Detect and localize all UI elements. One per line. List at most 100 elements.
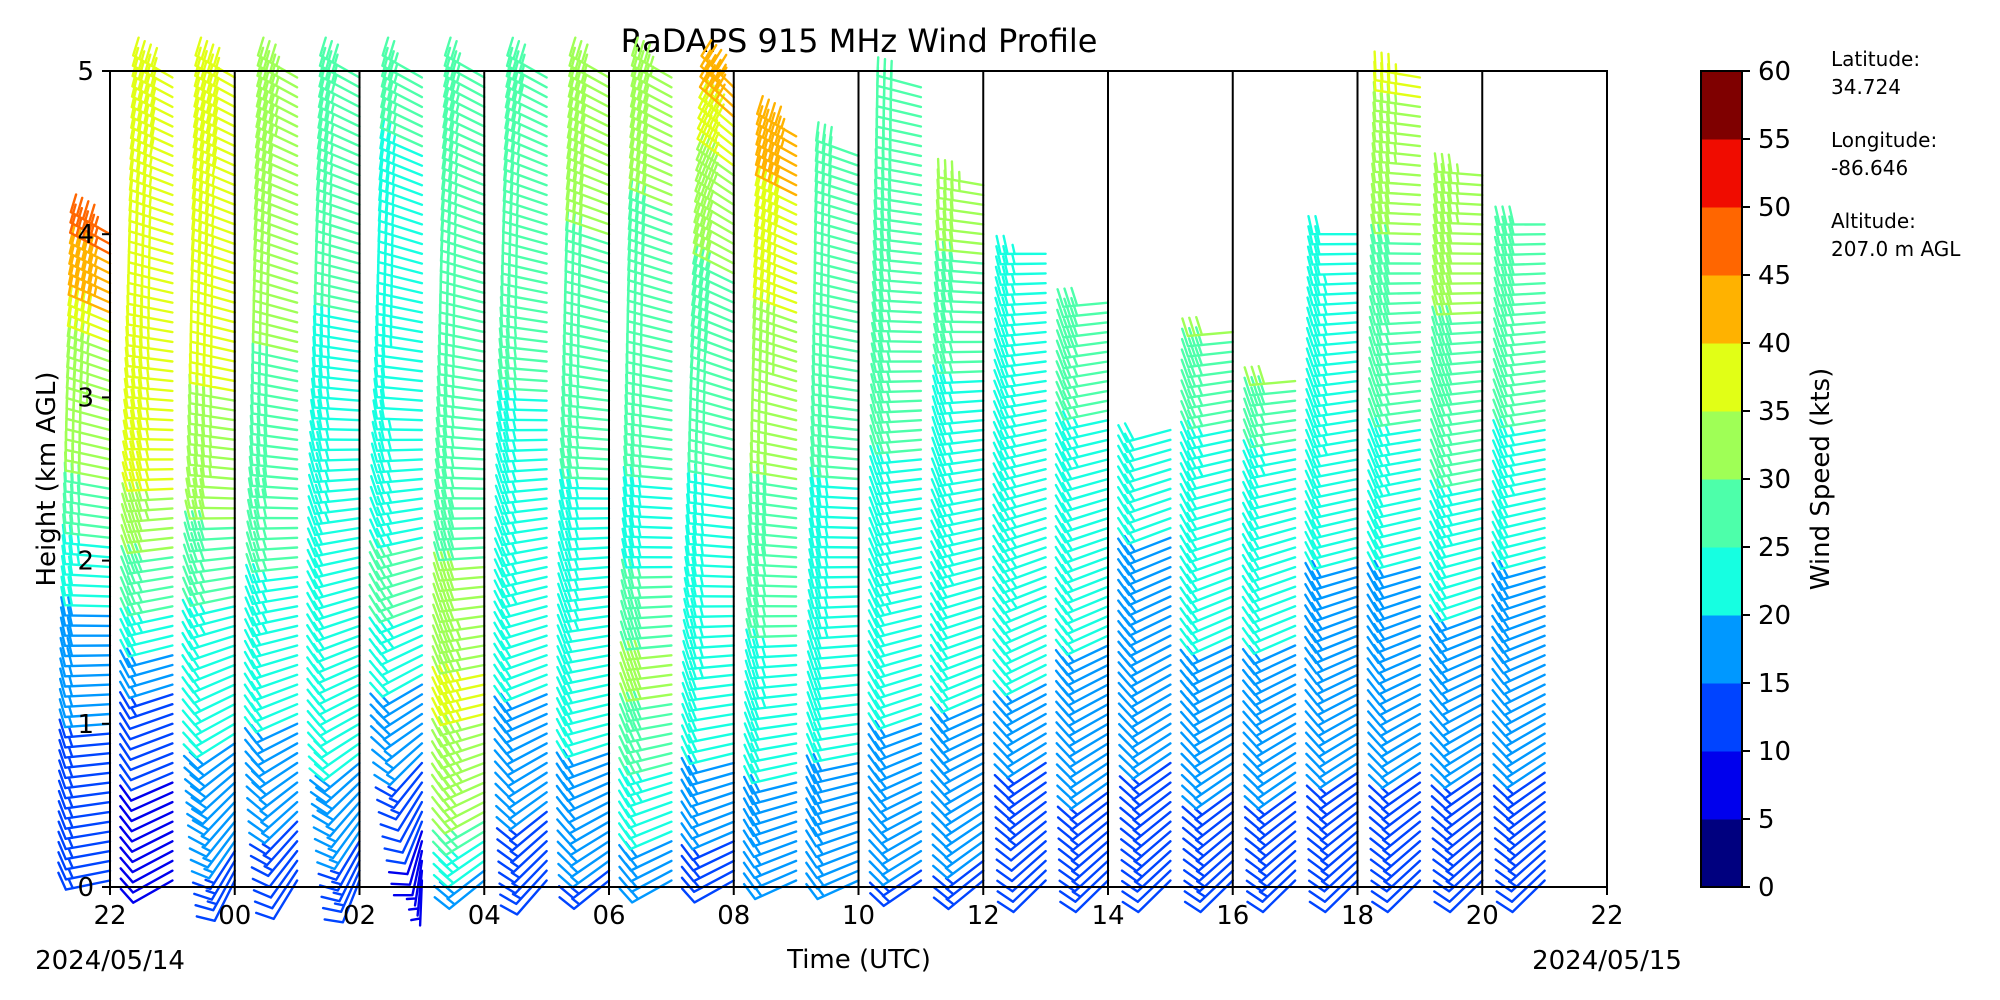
- end-date-label: 2024/05/15: [1532, 946, 1682, 976]
- wind-barb: [992, 553, 1047, 574]
- wind-barb: [1244, 820, 1297, 852]
- wind-barb: [868, 830, 923, 856]
- wind-barb: [993, 742, 1047, 769]
- wind-barb: [1304, 663, 1359, 685]
- wind-barb: [314, 273, 361, 304]
- wind-barb: [308, 462, 361, 484]
- wind-barb: [495, 791, 548, 820]
- wind-barb: [311, 791, 361, 827]
- wind-barb: [935, 199, 985, 226]
- wind-barb: [618, 744, 673, 765]
- wind-barb: [187, 810, 236, 847]
- wind-barb: [746, 555, 798, 579]
- wind-barb: [1366, 693, 1422, 717]
- wind-barb: [1117, 673, 1172, 698]
- wind-barb: [1306, 306, 1359, 327]
- wind-barb: [748, 493, 798, 520]
- wind-barb: [557, 540, 611, 562]
- wind-barb: [494, 761, 548, 788]
- wind-barb: [432, 849, 486, 878]
- wind-barb: [119, 701, 174, 720]
- wind-barb: [809, 497, 860, 520]
- wind-barb: [685, 524, 735, 549]
- wind-barb: [309, 420, 361, 441]
- wind-barb: [497, 358, 548, 383]
- wind-barb: [1304, 703, 1359, 727]
- wind-barb: [248, 445, 299, 471]
- wind-barb: [407, 869, 424, 917]
- wind-barb: [1056, 317, 1110, 339]
- wind-barb: [69, 193, 112, 236]
- wind-barb: [390, 840, 424, 886]
- wind-barb: [306, 547, 361, 568]
- wind-barb: [435, 406, 486, 432]
- wind-barb: [1368, 771, 1422, 800]
- wind-barb: [1121, 879, 1172, 914]
- wind-barb: [870, 372, 923, 394]
- wind-barb: [686, 493, 735, 520]
- wind-barb: [57, 830, 112, 851]
- wind-barb: [376, 771, 424, 810]
- wind-barb: [748, 503, 798, 530]
- wind-barb: [125, 325, 174, 353]
- wind-barb: [681, 722, 735, 744]
- wind-barb: [493, 567, 548, 588]
- wind-barb: [684, 556, 735, 579]
- wind-barb: [931, 425, 985, 447]
- wind-barb: [992, 450, 1047, 471]
- wind-barb: [250, 840, 299, 878]
- colorbar-segment: [1701, 819, 1742, 888]
- wind-barb: [995, 255, 1047, 276]
- wind-barb: [1055, 752, 1110, 779]
- y-tick-label: 3: [77, 383, 94, 413]
- wind-barb: [931, 415, 985, 436]
- wind-barb: [870, 342, 923, 363]
- wind-barb: [934, 260, 985, 285]
- wind-barb: [122, 419, 174, 441]
- wind-barb: [931, 446, 985, 467]
- wind-barb: [1056, 307, 1110, 329]
- wind-barb: [1371, 162, 1422, 187]
- wind-barb: [680, 830, 735, 851]
- wind-barb: [808, 527, 860, 549]
- wind-barb: [59, 677, 112, 698]
- wind-barb: [808, 507, 860, 530]
- wind-barb: [805, 849, 860, 869]
- wind-barb: [58, 759, 112, 780]
- y-tick-label: 1: [77, 710, 94, 740]
- wind-barb: [311, 356, 361, 383]
- longitude-label: Longitude:: [1831, 128, 1937, 152]
- wind-barb: [870, 352, 923, 373]
- wind-barb: [433, 530, 486, 551]
- wind-barb: [680, 849, 735, 872]
- wind-barb: [493, 752, 548, 777]
- wind-barb: [1242, 712, 1297, 738]
- wind-barb: [1370, 223, 1422, 246]
- wind-barb: [931, 435, 985, 457]
- wind-barb: [181, 586, 236, 607]
- wind-barb: [497, 849, 548, 884]
- wind-barb: [190, 840, 236, 880]
- wind-barb: [244, 627, 299, 648]
- wind-barb: [57, 800, 112, 820]
- wind-barb: [996, 879, 1047, 914]
- wind-barb: [1180, 742, 1234, 769]
- wind-barb: [376, 273, 424, 304]
- wind-barb: [992, 563, 1047, 584]
- wind-barb: [1491, 458, 1546, 479]
- wind-barb: [370, 452, 424, 474]
- wind-barb: [125, 315, 174, 344]
- wind-barb: [1367, 761, 1422, 790]
- wind-barb: [1492, 428, 1546, 449]
- wind-barb: [869, 444, 923, 465]
- wind-barb: [745, 617, 798, 639]
- wind-barb: [995, 820, 1047, 852]
- wind-barb: [869, 413, 923, 435]
- wind-barb: [432, 560, 486, 582]
- x-tick-label: 12: [967, 901, 1000, 931]
- wind-barb: [868, 464, 923, 486]
- wind-barb: [811, 374, 860, 402]
- wind-barb: [310, 398, 361, 422]
- wind-barb: [1304, 673, 1359, 696]
